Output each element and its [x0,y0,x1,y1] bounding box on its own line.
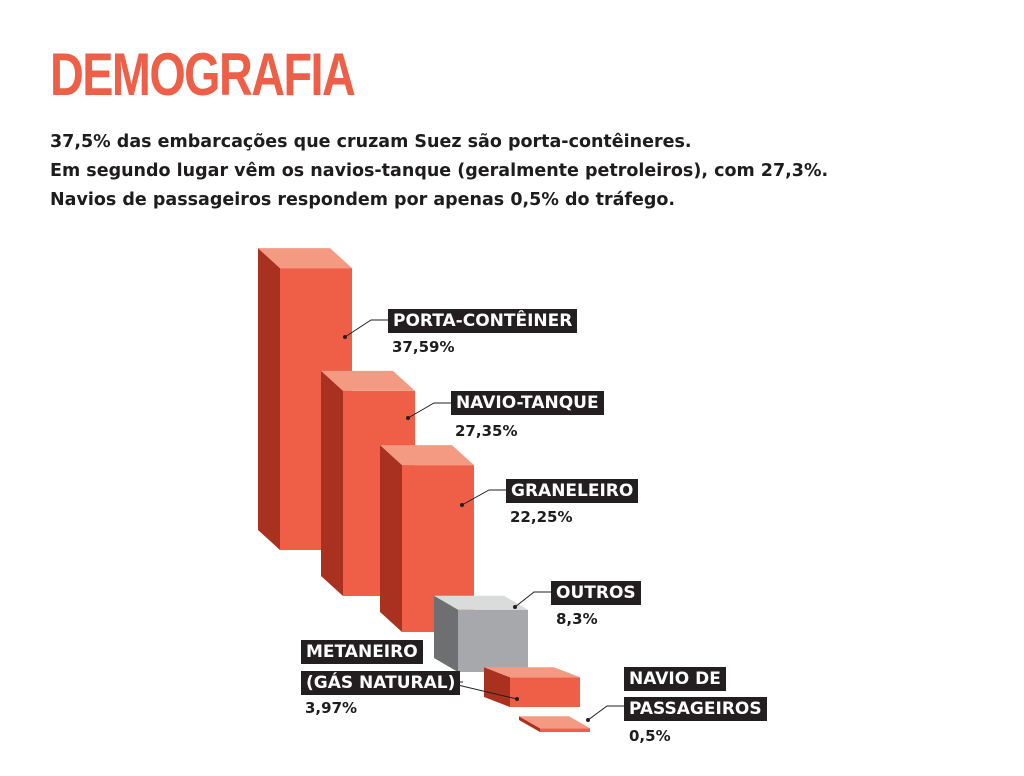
bar-top-porta-conteiner [258,248,352,269]
bar-front-metaneiro [510,677,580,707]
bar-top-graneleiro [380,445,474,466]
subtitle: 37,5% das embarcações que cruzam Suez sã… [50,128,1010,215]
value-porta-conteiner: 37,59% [392,338,455,356]
bar-side-metaneiro [484,667,510,707]
bar-front-outros [458,609,528,672]
bar-front-navio-de-passageiros [540,728,590,732]
bar-top-metaneiro [484,667,580,678]
bar-side-outros [434,595,458,672]
value-graneleiro: 22,25% [510,508,573,526]
bar-front-graneleiro [402,465,474,632]
bar-side-graneleiro [380,445,402,632]
label-outros: OUTROS [551,581,641,605]
label-graneleiro: GRANELEIRO [506,479,639,503]
leader-dot-graneleiro [460,503,464,507]
label-passageiros-line-2: PASSAGEIROS [624,697,767,721]
label-metaneiro-line-1: METANEIRO [301,640,423,664]
bar-side-porta-conteiner [258,248,280,550]
bar-side-navio-tanque [321,370,343,596]
subtitle-line-1: 37,5% das embarcações que cruzam Suez sã… [50,132,692,152]
subtitle-line-3: Navios de passageiros respondem por apen… [50,190,676,210]
leader-line-outros [514,591,552,608]
leader-line-porta-conteiner [344,319,389,338]
bar-graneleiro [380,445,507,632]
bar-side-navio-de-passageiros [519,716,540,732]
value-metaneiro: 3,97% [305,699,358,717]
value-passageiros: 0,5% [629,727,671,745]
leader-line-graneleiro [461,489,507,506]
bar-top-navio-de-passageiros [519,716,590,729]
label-porta-conteiner: PORTA-CONTÊINER [388,309,578,333]
leader-line-navio-tanque [407,402,452,419]
subtitle-line-2: Em segundo lugar vêm os navios-tanque (g… [50,161,829,181]
label-passageiros-line-1: NAVIO DE [624,667,726,691]
leader-dot-porta-conteiner [343,335,347,339]
bar-metaneiro [444,667,580,707]
page-title: DEMOGRAFIA [50,41,356,108]
leader-dot-outros [513,605,517,609]
bar-outros [434,591,552,672]
leader-dot-navio-de-passageiros [586,718,590,722]
bar-top-navio-tanque [321,370,415,391]
bar-navio-de-passageiros [519,705,625,732]
label-navio-tanque: NAVIO-TANQUE [451,391,604,415]
leader-dot-navio-tanque [406,416,410,420]
bar-top-outros [434,595,528,610]
leader-dot-metaneiro [515,697,519,701]
value-outros: 8,3% [556,610,598,628]
value-navio-tanque: 27,35% [455,422,518,440]
label-metaneiro-line-2: (GÁS NATURAL) [301,671,461,695]
leader-line-navio-de-passageiros [587,705,625,721]
